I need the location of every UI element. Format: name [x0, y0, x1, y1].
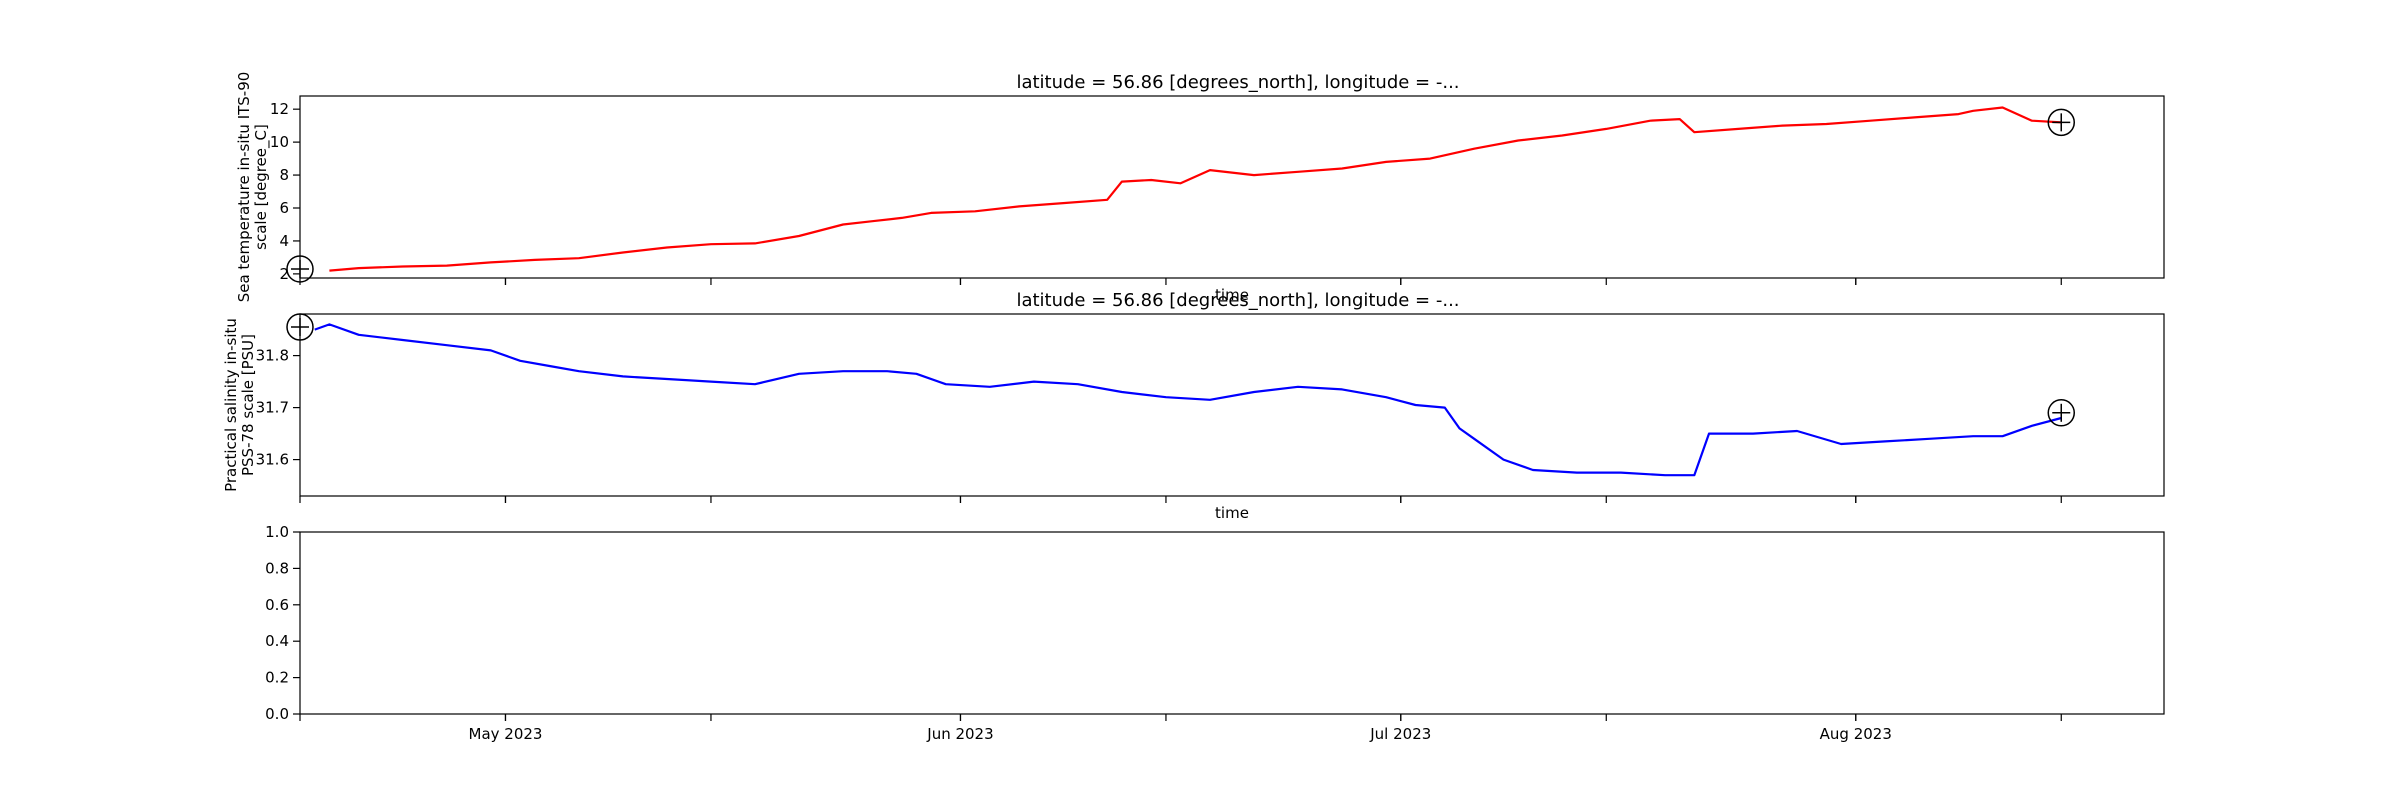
- y-tick-label: 31.8: [256, 347, 289, 365]
- y-axis-label-line-2: PSS-78 scale [PSU]: [239, 334, 257, 476]
- salinity-panel: latitude = 56.86 [degrees_north], longit…: [222, 290, 2165, 522]
- x-tick-label: Aug 2023: [1820, 725, 1892, 743]
- x-tick-label: Jun 2023: [926, 725, 993, 743]
- x-axis-label: time: [1215, 504, 1249, 522]
- x-ticks: [299, 496, 2062, 503]
- y-axis-label-line-2: scale [degree_C]: [252, 124, 271, 250]
- series-layer: [329, 106, 2062, 272]
- series-layer: [314, 323, 2062, 477]
- empty-panel: 0.0 0.2 0.4 0.6 0.8 1.0 May 2023 Jun 2023 Jul 2…: [265, 523, 2165, 743]
- y-tick-label: 31.6: [256, 451, 289, 469]
- endpoint-marker: [286, 313, 314, 341]
- y-axis-label: Sea temperature in-situ ITS-90 scale [de…: [235, 72, 271, 303]
- y-tick-label: 6: [279, 199, 289, 217]
- y-tick-label: 10: [270, 133, 289, 151]
- endpoint-marker: [286, 255, 314, 283]
- x-axis-label: time: [1215, 286, 1249, 304]
- plot-frame: [299, 531, 2165, 715]
- y-tick-label: 0.4: [265, 632, 289, 650]
- y-tick-label: 1.0: [265, 523, 289, 541]
- endpoint-marker: [2047, 399, 2076, 427]
- x-ticks: May 2023 Jun 2023 Jul 2023 Aug 2023: [299, 714, 2062, 743]
- plot-frame: [299, 313, 2165, 497]
- y-tick-label: 0.0: [265, 705, 289, 723]
- temperature-panel: latitude = 56.86 [degrees_north], longit…: [235, 72, 2165, 304]
- x-ticks: [299, 278, 2062, 285]
- series-line: [314, 323, 2062, 477]
- x-tick-label: May 2023: [469, 725, 543, 743]
- y-axis-label-line-1: Practical salinity in-situ: [222, 318, 240, 492]
- y-ticks: 0.0 0.2 0.4 0.6 0.8 1.0: [265, 523, 300, 723]
- plot-frame: [299, 95, 2165, 279]
- y-tick-label: 4: [279, 232, 289, 250]
- y-ticks: 2 4 6 8 10 12: [270, 100, 300, 283]
- y-axis-label: Practical salinity in-situ PSS-78 scale …: [222, 318, 257, 492]
- y-tick-label: 2: [279, 265, 289, 283]
- y-tick-label: 8: [279, 166, 289, 184]
- marker-layer: [286, 108, 2076, 283]
- x-tick-label: Jul 2023: [1369, 725, 1431, 743]
- y-axis-label-line-1: Sea temperature in-situ ITS-90: [235, 72, 253, 303]
- panel-title: latitude = 56.86 [degrees_north], longit…: [1016, 290, 1459, 311]
- y-tick-label: 12: [270, 100, 289, 118]
- y-tick-label: 31.7: [256, 399, 289, 417]
- y-tick-label: 0.8: [265, 559, 289, 577]
- endpoint-marker: [2047, 108, 2076, 137]
- panel-title: latitude = 56.86 [degrees_north], longit…: [1016, 72, 1459, 93]
- marker-layer: [286, 313, 2076, 427]
- y-ticks: 31.6 31.7 31.8: [256, 347, 300, 469]
- series-line: [329, 106, 2062, 272]
- y-tick-label: 0.2: [265, 669, 289, 687]
- y-tick-label: 0.6: [265, 596, 289, 614]
